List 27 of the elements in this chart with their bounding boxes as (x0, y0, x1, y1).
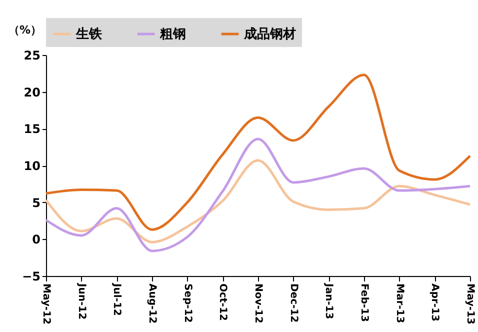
x-tick-label: Jun-12 (76, 282, 87, 320)
y-tick-label: 5 (32, 196, 40, 210)
x-tick-label: May-12 (40, 284, 52, 325)
x-tick-label: Feb-13 (358, 284, 370, 322)
legend-label: 生铁 (75, 27, 103, 42)
x-tick-label: Oct-12 (217, 284, 228, 321)
y-tick-label: 15 (24, 122, 40, 136)
line-series (44, 138, 472, 252)
line-series (44, 159, 472, 244)
x-tick-label: Sep-12 (182, 284, 193, 323)
x-tick-label: May-13 (464, 284, 476, 325)
x-tick-label: Nov-12 (252, 284, 264, 324)
line-series (44, 74, 472, 231)
x-tick-label: Jul-12 (111, 282, 122, 316)
x-tick-label: Jan-13 (323, 282, 334, 320)
y-tick-label: 25 (24, 48, 40, 62)
x-tick-label: Aug-12 (146, 284, 158, 324)
y-tick-label: 10 (24, 159, 40, 173)
y-tick-label: 20 (24, 85, 40, 100)
legend-label: 成品钢材 (243, 27, 296, 42)
y-axis-title: （%） (8, 24, 42, 36)
x-tick-label: Apr-13 (429, 284, 440, 322)
legend-label: 粗钢 (159, 27, 186, 42)
x-tick-label: Mar-13 (394, 284, 405, 324)
y-tick-label: −5 (22, 270, 40, 284)
y-tick-label: 0 (32, 232, 40, 247)
x-tick-label: Dec-12 (288, 284, 299, 323)
